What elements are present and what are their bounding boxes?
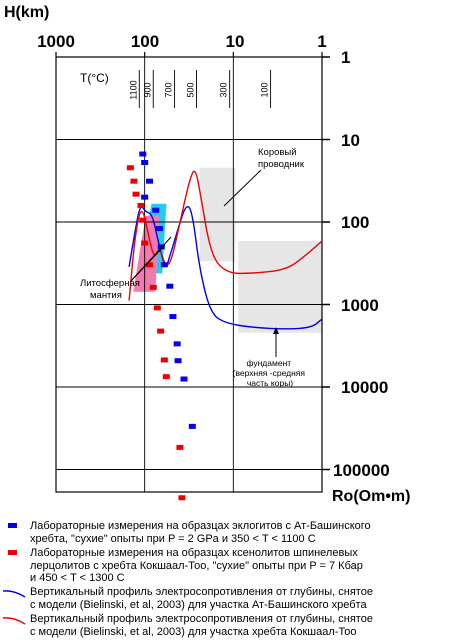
annotation-line: проводник [258, 159, 305, 170]
blue-data-point [157, 244, 165, 250]
plot-frame [55, 56, 323, 493]
y-tick-label: 10000 [341, 378, 388, 397]
red-data-point [130, 178, 138, 184]
grid-lines [55, 52, 330, 492]
temperature-tick-label: 100 [260, 82, 270, 97]
y-tick-label: 10 [341, 131, 360, 150]
red-data-point [141, 240, 149, 246]
red-data-point [137, 202, 145, 208]
red-data-point [149, 284, 157, 290]
red-data-point [146, 262, 154, 268]
blue-data-point [146, 178, 154, 184]
pink-lithosphere-band [133, 216, 160, 292]
legend-text-line: Вертикальный профиль электросопротивлени… [30, 613, 373, 625]
annotation-line: фундамент [246, 358, 291, 368]
blue-points [139, 151, 196, 429]
blue-data-point [188, 423, 196, 429]
y-tick-label: 1000 [341, 296, 379, 315]
temperature-ticks: 1100 900 700 500 300 100 [128, 70, 272, 108]
lithosphere-label: Литосферная мантия [80, 278, 143, 301]
annotation-line: Литосферная [80, 278, 140, 289]
legend-text-line: и 450 < T < 1300 C [30, 572, 125, 584]
blue-data-point [160, 262, 168, 268]
crustal-conductor-region [199, 167, 236, 262]
arrow-lithosphere [130, 236, 172, 282]
blue-data-point [169, 314, 177, 320]
temperature-tick-label: 500 [186, 82, 196, 97]
y-axis-label: H(km) [4, 4, 49, 21]
blue-data-point [173, 341, 181, 347]
annotation-line: мантия [90, 290, 122, 301]
blue-data-point [156, 226, 164, 232]
y-tick-label: 100000 [333, 461, 390, 480]
temperature-tick-label: 900 [142, 82, 152, 97]
x-tick-label: 1 [317, 32, 326, 51]
blue-data-point [166, 283, 174, 289]
red-data-point [157, 328, 165, 334]
blue-data-point [174, 358, 182, 364]
legend-text-line: Вертикальный профиль электросопротивлени… [30, 586, 373, 598]
legend-text-line: лерцолитов с хребта Кокшаал-Тоо, "сухие"… [30, 559, 363, 572]
arrow-crustal [223, 169, 262, 207]
x-tick-label: 100 [131, 32, 159, 51]
temperature-tick-label: 1100 [128, 80, 138, 99]
basement-label: фундамент (верхняя -средняя часть коры) [233, 358, 308, 388]
x-tick-label: 10 [226, 32, 245, 51]
crustal-conductor-label: Коровый проводник [258, 147, 305, 170]
temperature-tick-label: 700 [164, 82, 174, 97]
basement-region [238, 241, 322, 333]
red-data-point [176, 444, 184, 450]
red-data-point [132, 191, 140, 197]
temperature-tick-label: 300 [219, 82, 229, 97]
legend-text-line: с модели (Bielinski, et al, 2003) для уч… [30, 598, 367, 611]
arrowhead-basement [273, 327, 279, 334]
blue-square-marker-icon [8, 523, 17, 528]
red-square-marker-icon [8, 550, 17, 555]
y-tick-label: 1 [341, 48, 350, 67]
annotation-line: (верхняя -средняя [233, 368, 306, 378]
resistivity-depth-chart: H(km) Ro(Om•m) 1000 100 10 1 1 10 100 10… [4, 4, 410, 505]
annotation-line: часть коры) [247, 378, 293, 388]
red-data-point [160, 357, 168, 363]
blue-line-marker-icon [2, 590, 26, 598]
legend-text-line: Лабораторные измерения на образцах эклог… [30, 520, 371, 532]
red-data-point [178, 495, 186, 501]
x-tick-label: 1000 [37, 32, 75, 51]
annotation-line: Коровый [258, 147, 297, 158]
red-data-point [126, 165, 134, 171]
blue-data-point [141, 194, 149, 200]
red-points [126, 165, 186, 501]
blue-data-point [139, 151, 147, 157]
red-data-point [162, 374, 170, 380]
blue-data-point [180, 376, 188, 382]
blue-data-point [141, 159, 149, 165]
legend-text-line: хребта, "сухие" опыты при P = 2 GPa и 35… [30, 532, 316, 545]
temperature-axis-label: T(°C) [80, 71, 109, 85]
y-tick-label: 100 [341, 213, 369, 232]
red-data-point [153, 305, 161, 311]
red-data-point [139, 217, 147, 223]
legend-text-line: Лабораторные измерения на образцах ксено… [30, 547, 358, 559]
red-line-marker-icon [2, 617, 26, 625]
blue-data-point [152, 207, 160, 213]
legend-text-line: с модели (Bielinski, et al, 2003) для уч… [30, 625, 357, 638]
x-axis-label: Ro(Om•m) [332, 488, 410, 505]
